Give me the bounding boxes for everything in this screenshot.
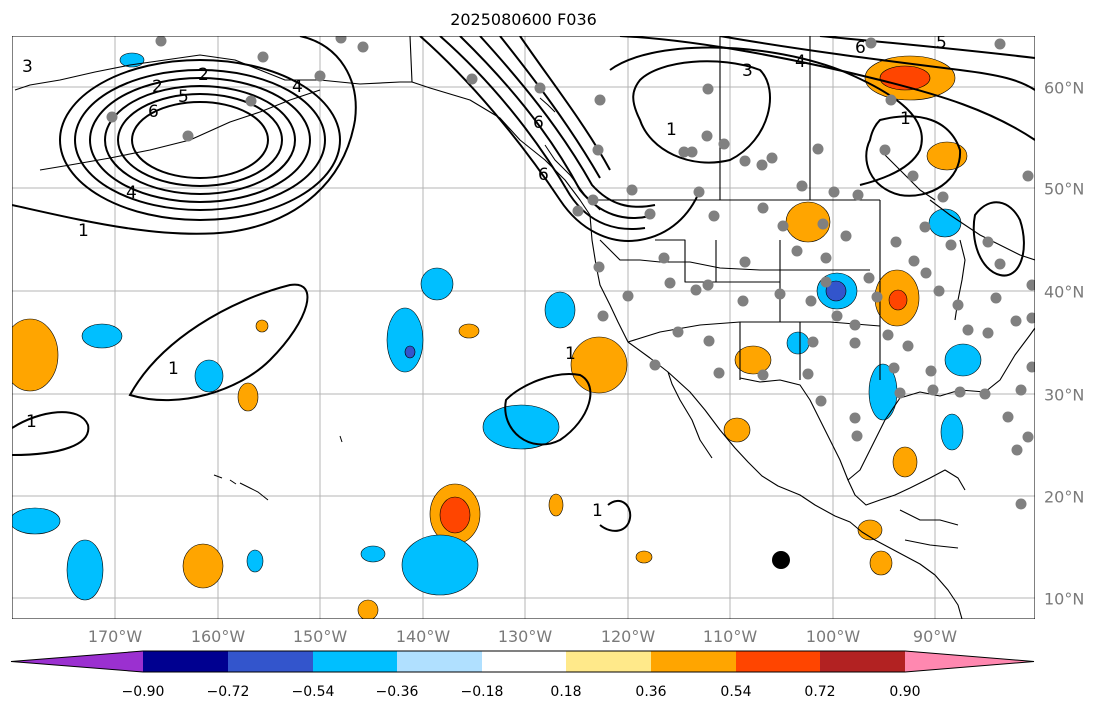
positive-anomaly [570,336,628,394]
latitude-label: 20°N [1044,487,1085,507]
colorbar-tick-label: −0.54 [291,684,335,700]
contour-label: 6 [855,38,866,58]
longitude-label: 130°W [497,627,553,646]
colorbar-segment [143,651,228,672]
negative-anomaly [401,534,479,596]
negative-anomaly [944,343,982,377]
negative-anomaly [786,331,810,355]
positive-anomaly [357,599,379,619]
positive-anomaly [548,493,564,517]
positive-anomaly [635,550,653,564]
contour-label: 3 [742,61,753,81]
contour-label: 5 [936,36,947,53]
negative-anomaly [482,404,560,450]
contour-label: 4 [795,52,806,72]
negative-anomaly-core [404,345,416,359]
negative-anomaly [544,291,576,329]
contour-label: 4 [126,183,137,203]
negative-anomaly [12,507,61,535]
colorbar-tick-label: −0.36 [375,684,419,700]
contour-label: 1 [666,120,677,140]
negative-anomaly [66,539,104,601]
contour-label: 1 [78,221,89,241]
colorbar-segment [397,651,482,672]
contour-label: 1 [26,412,37,432]
positive-anomaly [869,550,893,576]
colorbar-tick-label: 0.36 [635,684,667,700]
figure-title: 2025080600 F036 [450,10,597,29]
colorbar-segment [820,651,905,672]
contour-label: 6 [533,113,544,133]
longitude-label: 120°W [600,627,656,646]
negative-anomaly [420,267,454,301]
colorbar-segment [905,651,1034,672]
negative-anomaly [928,208,962,238]
contour-label: 2 [152,77,163,97]
longitude-label: 100°W [805,627,861,646]
contour-label: 6 [148,102,159,122]
positive-anomaly [458,323,480,339]
colorbar-tick-label: −0.18 [460,684,504,700]
colorbar-tick-label: 0.18 [550,684,582,700]
contour-label: 1 [592,501,603,521]
colorbar-tick-label: 0.72 [804,684,836,700]
colorbar-segment [651,651,736,672]
positive-anomaly [182,543,224,589]
contour-label: 1 [565,344,576,364]
positive-anomaly [723,417,751,443]
longitude-label: 140°W [395,627,451,646]
storm-center-marker [772,551,790,569]
latitude-label: 10°N [1044,589,1085,609]
negative-anomaly [386,307,424,373]
colorbar-tick-label: 0.90 [889,684,921,700]
contour-label: 1 [168,359,179,379]
colorbar-tick-label: −0.90 [121,684,165,700]
positive-anomaly-core [439,496,471,534]
colorbar-segment [566,651,651,672]
positive-anomaly-core [888,289,908,311]
colorbar-segment [228,651,313,672]
positive-anomaly [734,345,772,375]
negative-anomaly [81,323,123,349]
negative-anomaly [360,545,386,563]
contour-label: 2 [198,65,209,85]
colorbar-tick-label: 0.54 [720,684,752,700]
colorbar-segment [313,651,397,672]
longitude-label: 170°W [87,627,143,646]
negative-anomaly [246,549,264,573]
latitude-label: 40°N [1044,282,1085,302]
longitude-label: 160°W [190,627,246,646]
positive-anomaly [255,319,269,333]
station-markers [106,36,1035,510]
negative-anomaly-core [825,280,847,302]
latitude-label: 30°N [1044,385,1085,405]
colorbar-segment [482,651,566,672]
contour-label: 4 [292,77,303,97]
longitude-label: 90°W [912,627,958,646]
contour-label: 5 [178,87,189,107]
colorbar-segment [11,651,143,672]
latitude-label: 50°N [1044,179,1085,199]
positive-anomaly [892,446,918,478]
latitude-label: 60°N [1044,78,1085,98]
colorbar [10,650,1035,673]
colorbar-tick-label: −0.72 [206,684,250,700]
positive-anomaly [237,382,259,412]
colorbar-segment [736,651,820,672]
positive-anomaly [12,318,59,392]
contour-lines [12,36,1035,532]
contour-label: 3 [22,57,33,77]
negative-anomaly [940,413,964,451]
anomaly-shading [12,52,982,619]
contour-label-group: 3 2 4 6 5 2 4 1 6 3 4 6 5 1 1 1 1 1 1 6 [22,36,947,521]
contour-label: 6 [538,165,549,185]
longitude-label: 110°W [702,627,758,646]
longitude-label: 150°W [292,627,348,646]
map-plot: 3 2 4 6 5 2 4 1 6 3 4 6 5 1 1 1 1 1 1 6 [12,36,1035,619]
negative-anomaly [194,359,224,393]
positive-anomaly [857,519,883,541]
positive-anomaly [926,141,968,171]
contour-label: 1 [900,109,911,129]
